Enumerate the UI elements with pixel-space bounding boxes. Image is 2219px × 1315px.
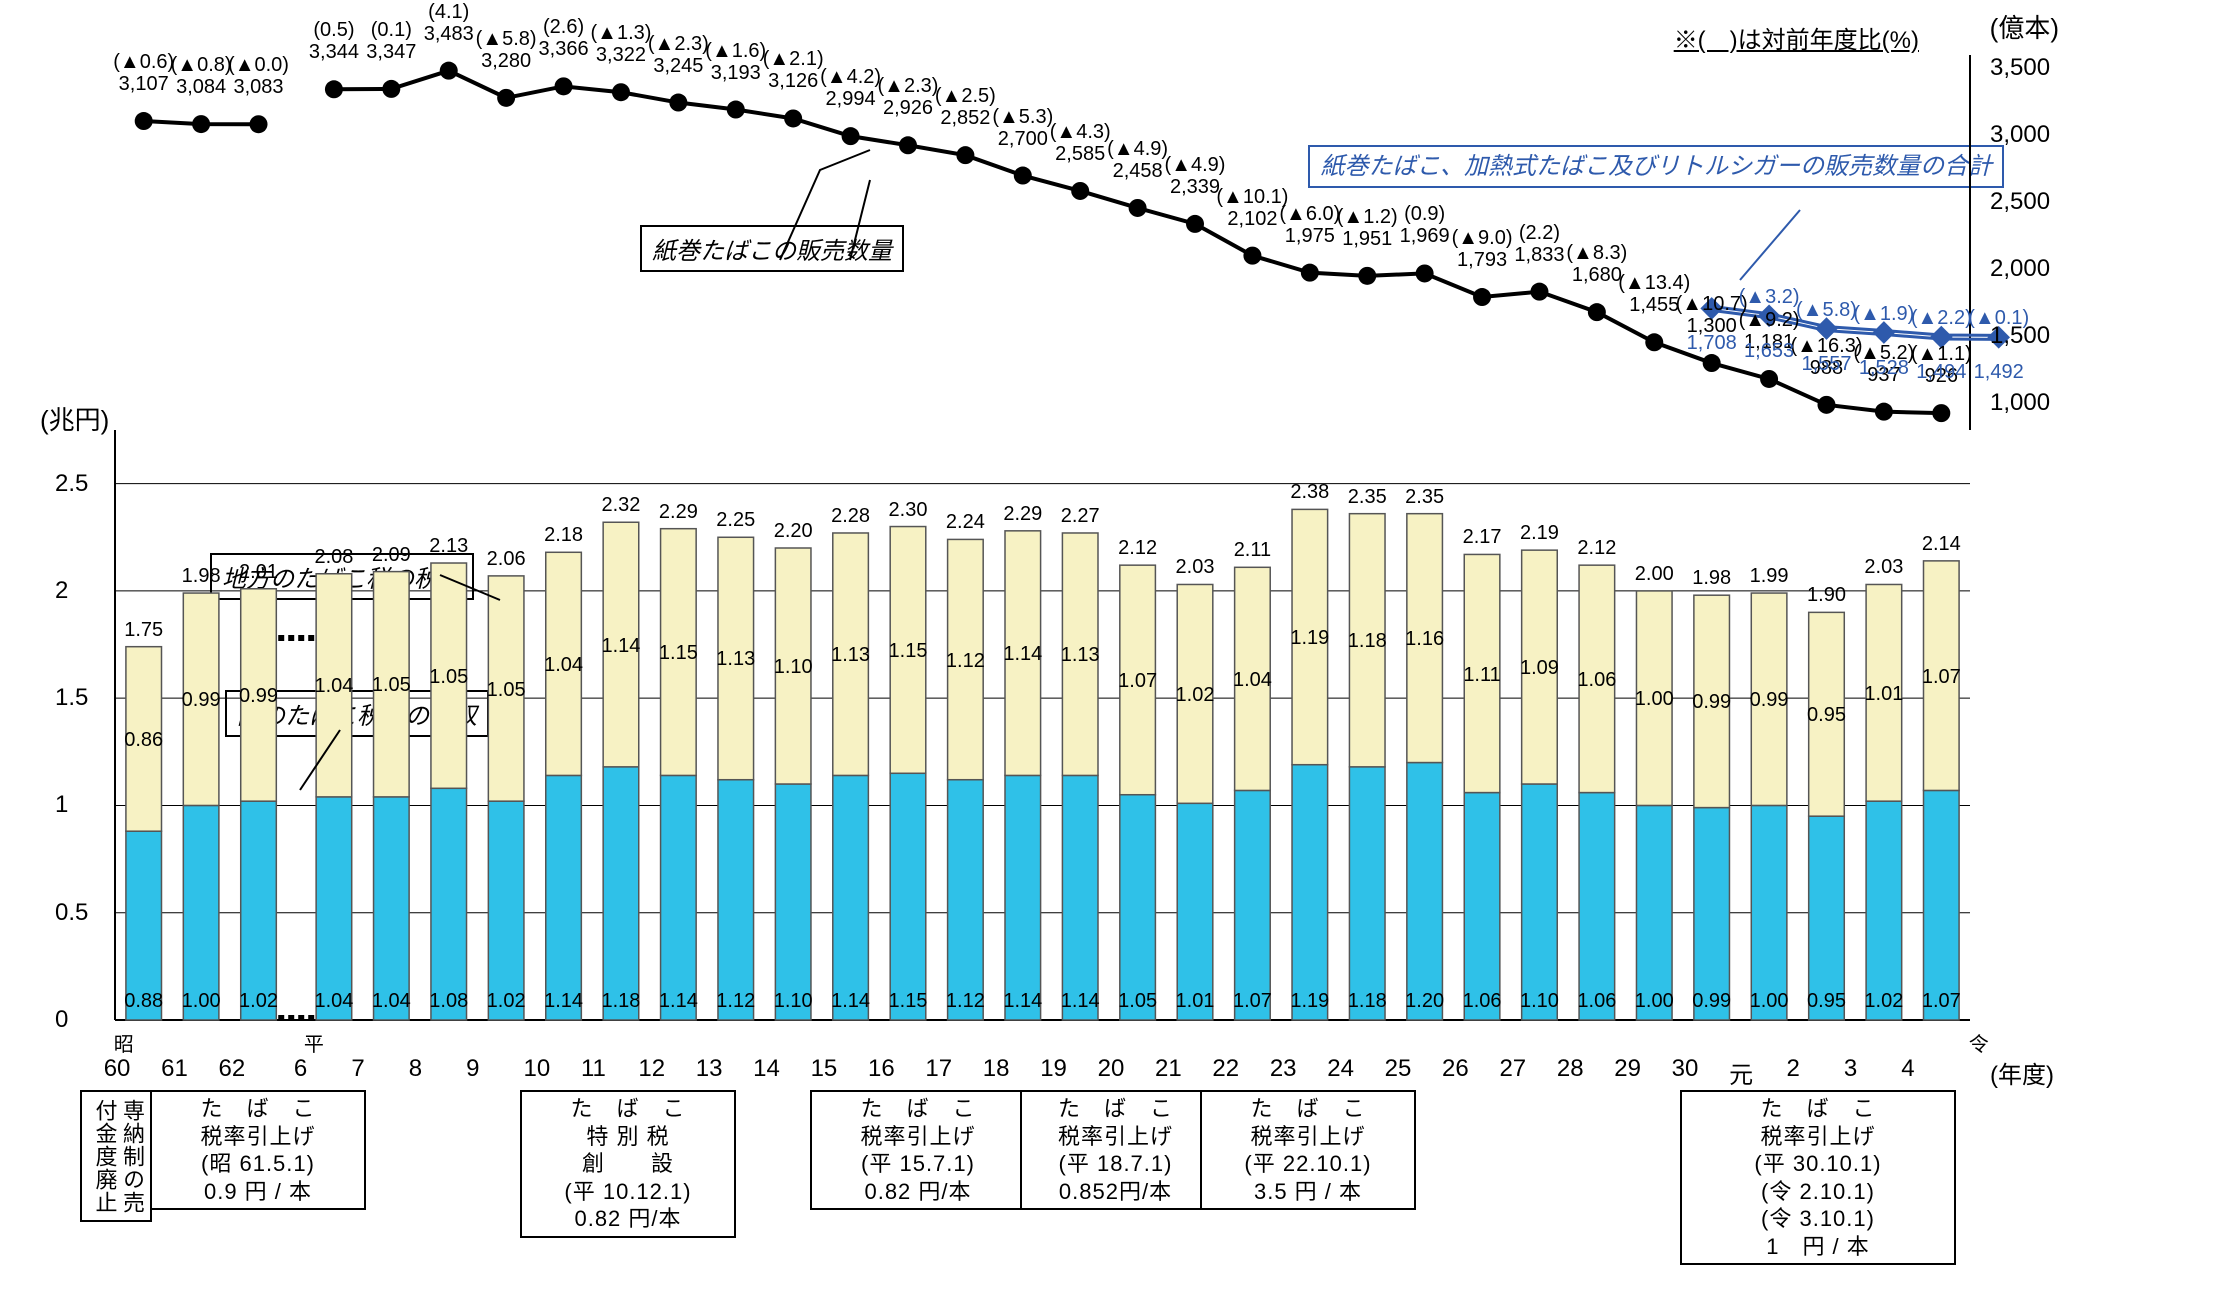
bar-national bbox=[890, 773, 926, 1020]
ytick-left: 0.5 bbox=[55, 899, 88, 927]
value-label: 2.12 bbox=[1557, 537, 1637, 560]
value-label: 2.27 bbox=[1040, 505, 1120, 528]
ytick-left: 0 bbox=[55, 1006, 68, 1034]
bar-national bbox=[948, 780, 984, 1020]
value-label: 1.13 bbox=[1040, 644, 1120, 667]
bar-national bbox=[1005, 775, 1041, 1020]
bar-national bbox=[1636, 805, 1672, 1020]
value-label: (0.9) bbox=[1385, 203, 1465, 226]
bar-national bbox=[1694, 808, 1730, 1020]
bar-national bbox=[1407, 763, 1443, 1020]
bar-national bbox=[374, 797, 410, 1020]
bar-national bbox=[1924, 790, 1960, 1020]
era-label: 昭 bbox=[114, 1028, 134, 1057]
value-label: 2.14 bbox=[1901, 533, 1981, 556]
value-label: 3,083 bbox=[219, 76, 299, 99]
event-box: た ば こ税率引上げ(昭 61.5.1)0.9 円 / 本 bbox=[150, 1090, 366, 1210]
bar-national bbox=[316, 797, 352, 1020]
value-label: 1.07 bbox=[1901, 990, 1981, 1013]
ytick-right: 3,000 bbox=[1990, 121, 2050, 149]
bar-national bbox=[1292, 765, 1328, 1020]
line1 bbox=[334, 71, 1941, 413]
bar-national bbox=[603, 767, 639, 1020]
value-label: 1.04 bbox=[1212, 669, 1292, 692]
bar-national bbox=[1464, 793, 1500, 1020]
value-label: 1.02 bbox=[219, 990, 299, 1013]
ytick-left: 2 bbox=[55, 577, 68, 605]
value-label: 2.35 bbox=[1385, 486, 1465, 509]
era-label: 令 bbox=[1969, 1028, 1989, 1057]
bar-national bbox=[1062, 775, 1098, 1020]
bar-national bbox=[1120, 795, 1156, 1020]
event-box: た ば こ税率引上げ(平 18.7.1)0.852円/本 bbox=[1020, 1090, 1211, 1210]
bar-national bbox=[1522, 784, 1558, 1020]
value-label: 0.99 bbox=[219, 685, 299, 708]
value-label: 0.86 bbox=[104, 729, 184, 752]
bar-national bbox=[546, 775, 582, 1020]
event-box: た ば こ税率引上げ(平 30.10.1)(令 2.10.1)(令 3.10.1… bbox=[1680, 1090, 1956, 1265]
value-label: 1.16 bbox=[1385, 628, 1465, 651]
bar-national bbox=[1866, 801, 1902, 1020]
value-label: 0.95 bbox=[1786, 704, 1866, 727]
value-label: (▲13.4) bbox=[1614, 272, 1694, 295]
event-box: 専納制の売付金度廃止 bbox=[80, 1090, 152, 1222]
ytick-left: 1.5 bbox=[55, 684, 88, 712]
value-label: 62 bbox=[219, 1055, 299, 1083]
value-label: 2.18 bbox=[524, 524, 604, 547]
bar-national bbox=[1579, 793, 1615, 1020]
ytick-right: 3,500 bbox=[1990, 54, 2050, 82]
bar-national bbox=[431, 788, 467, 1020]
bar-national bbox=[488, 801, 524, 1020]
value-label: 1.90 bbox=[1786, 584, 1866, 607]
event-box: た ば こ税率引上げ(平 15.7.1)0.82 円/本 bbox=[810, 1090, 1026, 1210]
value-label: (▲8.3) bbox=[1557, 242, 1637, 265]
bar-national bbox=[833, 775, 869, 1020]
era-label: 平 bbox=[304, 1028, 324, 1057]
value-label: 2.11 bbox=[1212, 539, 1292, 562]
value-label: (4.1) bbox=[409, 1, 489, 24]
ytick-right: 1,000 bbox=[1990, 389, 2050, 417]
value-label: (▲4.9) bbox=[1155, 154, 1235, 177]
value-label: 1.05 bbox=[466, 679, 546, 702]
value-label: (▲0.1) bbox=[1959, 307, 2039, 330]
value-label: 2.06 bbox=[466, 548, 546, 571]
bar-national bbox=[718, 780, 754, 1020]
value-label: 1.07 bbox=[1901, 666, 1981, 689]
value-label: 2.03 bbox=[1844, 556, 1924, 579]
value-label: 4 bbox=[1901, 1055, 1981, 1083]
event-box: た ば こ税率引上げ(平 22.10.1)3.5 円 / 本 bbox=[1200, 1090, 1416, 1210]
bar-national bbox=[775, 784, 811, 1020]
bar-national bbox=[1177, 803, 1213, 1020]
ytick-left: 1 bbox=[55, 791, 68, 819]
ytick-right: 2,500 bbox=[1990, 188, 2050, 216]
bar-national bbox=[1751, 805, 1787, 1020]
bar-national bbox=[1235, 790, 1271, 1020]
chart-container: (兆円) (億本) ※( )は対前年度比(%) (年度) 紙巻たばこの販売数量 … bbox=[0, 0, 2219, 1315]
value-label: 2.01 bbox=[219, 561, 299, 584]
bar-national bbox=[661, 775, 697, 1020]
bar-national bbox=[1349, 767, 1385, 1020]
value-label: 1,492 bbox=[1959, 361, 2039, 384]
event-box: た ば こ特 別 税創 設(平 10.12.1)0.82 円/本 bbox=[520, 1090, 736, 1238]
ytick-left: 2.5 bbox=[55, 470, 88, 498]
value-label: (▲0.0) bbox=[219, 54, 299, 77]
value-label: 1.75 bbox=[104, 619, 184, 642]
bar-national bbox=[183, 805, 219, 1020]
ytick-right: 2,000 bbox=[1990, 255, 2050, 283]
bar-national bbox=[241, 801, 277, 1020]
